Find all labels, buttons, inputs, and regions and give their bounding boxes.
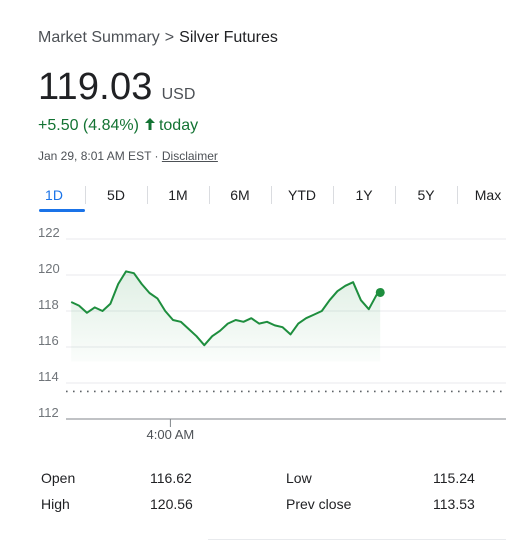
price-change: +5.50 (4.84%) today	[38, 117, 198, 135]
tab-1d[interactable]: 1D	[23, 181, 85, 212]
breadcrumb-parent-link[interactable]: Market Summary	[38, 29, 160, 46]
x-tick-label: 4:00 AM	[147, 427, 195, 442]
current-price: 119.03	[38, 66, 153, 108]
stat-open-value: 116.62	[150, 470, 192, 486]
stat-low-label: Low	[286, 470, 312, 486]
tab-6m[interactable]: 6M	[209, 181, 271, 209]
stat-prev-close-value: 113.53	[433, 496, 475, 512]
breadcrumb: Market Summary > Silver Futures	[38, 29, 278, 47]
price-row: 119.03 USD	[38, 66, 195, 109]
price-change-suffix: today	[158, 117, 199, 134]
stat-low-value: 115.24	[433, 470, 475, 486]
stat-prev-close-label: Prev close	[286, 496, 352, 512]
last-price-point	[375, 287, 385, 297]
price-change-value: +5.50 (4.84%)	[38, 117, 139, 134]
y-tick-label: 116	[38, 333, 59, 348]
quote-stats: Open 116.62 High 120.56 Low 115.24 Prev …	[0, 466, 506, 522]
price-area	[71, 271, 381, 362]
quote-meta: Jan 29, 8:01 AM EST · Disclaimer	[38, 149, 218, 163]
y-tick-label: 118	[38, 297, 59, 312]
breadcrumb-separator: >	[164, 29, 175, 46]
breadcrumb-current: Silver Futures	[179, 29, 278, 46]
price-series-line	[70, 270, 381, 347]
stat-high-label: High	[41, 496, 70, 512]
y-tick-label: 112	[38, 405, 59, 420]
y-tick-label: 122	[38, 225, 60, 240]
tab-1m[interactable]: 1M	[147, 181, 209, 209]
currency-label: USD	[161, 86, 196, 103]
tab-5y[interactable]: 5Y	[395, 181, 457, 209]
meta-separator: ·	[154, 149, 159, 163]
y-tick-label: 120	[38, 261, 60, 276]
y-tick-label: 114	[38, 369, 59, 384]
tab-max[interactable]: Max	[457, 181, 506, 209]
stat-open-label: Open	[41, 470, 76, 486]
tab-5d[interactable]: 5D	[85, 181, 147, 209]
tab-ytd[interactable]: YTD	[271, 181, 333, 209]
arrow-up-icon	[144, 117, 155, 135]
range-tabs: 1D 5D 1M 6M YTD 1Y 5Y Max	[23, 181, 506, 213]
quote-timestamp: Jan 29, 8:01 AM EST	[38, 149, 152, 163]
stat-high-value: 120.56	[150, 496, 193, 512]
disclaimer-link[interactable]: Disclaimer	[161, 149, 218, 163]
tab-1y[interactable]: 1Y	[333, 181, 395, 209]
